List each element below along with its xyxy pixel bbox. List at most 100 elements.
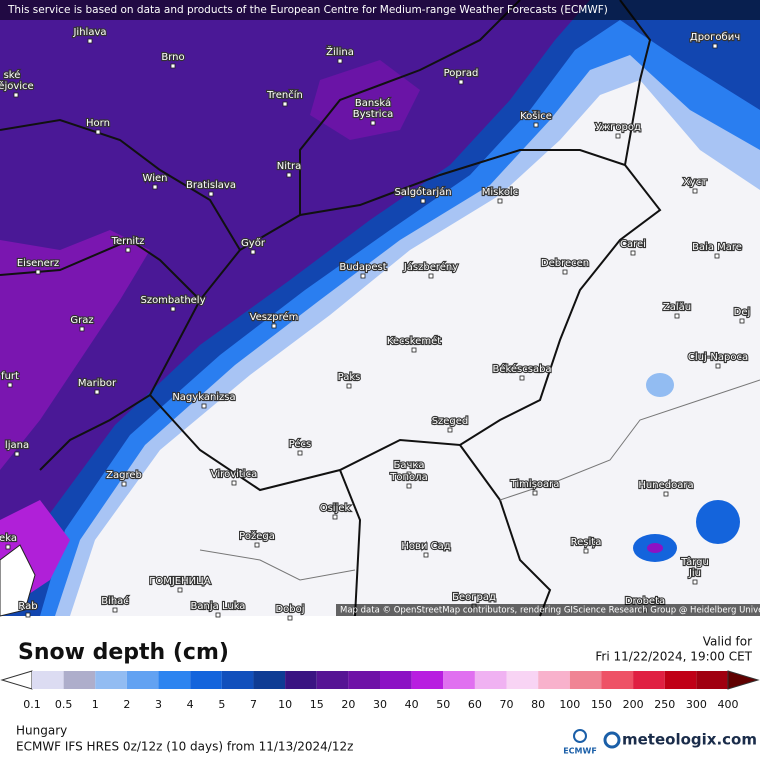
legend-swatch [664, 671, 697, 689]
city-marker [692, 579, 698, 585]
legend-swatch [696, 671, 728, 689]
city-label: Wien [143, 173, 168, 184]
legend-swatch [538, 671, 570, 689]
city-label: Бачка [393, 460, 424, 471]
legend-swatch [316, 671, 349, 689]
city-marker [125, 247, 131, 253]
title: Snow depth (cm) [18, 640, 229, 665]
city-marker [663, 491, 669, 497]
city-marker [250, 249, 256, 255]
city-marker [94, 389, 100, 395]
legend-arrow [0, 670, 33, 690]
city-marker [7, 382, 13, 388]
model: ECMWF IFS HRES 0z/12z (10 days) from 11/… [16, 740, 353, 754]
city-marker [35, 269, 41, 275]
legend-label: 4 [187, 698, 194, 711]
city-marker [14, 451, 20, 457]
city-label: Bystrica [353, 109, 393, 120]
city-marker [447, 427, 453, 433]
city-marker [406, 483, 412, 489]
city-label: Budapest [339, 262, 386, 273]
city-label: Brno [161, 52, 184, 63]
city-marker [9, 81, 15, 87]
legend-swatch [253, 671, 286, 689]
city-marker [271, 323, 277, 329]
snow-violet [0, 230, 150, 470]
city-marker [674, 313, 680, 319]
border-hungary [148, 149, 662, 492]
city-label: Bratislava [186, 180, 236, 191]
city-label: Rab [18, 601, 37, 612]
legend-label: 0.1 [23, 698, 41, 711]
city-marker [583, 548, 589, 554]
city-label: Ternitz [111, 236, 145, 247]
attribution: Map data © OpenStreetMap contributors, r… [340, 606, 760, 616]
valid-label: Valid for [703, 635, 752, 649]
legend: 0.1 0.5 1 2 3 4 5 7 10 15 20 30 40 50 60 70 80 100 150 200 2… [0, 670, 760, 711]
legend-label: 7 [250, 698, 257, 711]
attribution-background [336, 604, 760, 616]
city-label: Košice [520, 110, 552, 122]
city-marker [370, 109, 376, 115]
city-label: Pécs [289, 438, 312, 450]
city-label: Maribor [78, 378, 117, 389]
city-marker [201, 403, 207, 409]
city-label: Virovitica [211, 469, 257, 480]
city-marker [406, 471, 412, 477]
city-marker [254, 542, 260, 548]
legend-label: 30 [373, 698, 387, 711]
city-label: Nitra [277, 161, 301, 172]
city-marker [231, 480, 237, 486]
city-label: Szombathely [140, 295, 205, 306]
snow-patch [696, 500, 740, 544]
city-marker [13, 92, 19, 98]
legend-arrow [727, 670, 760, 690]
legend-label: 60 [468, 698, 482, 711]
legend-swatch [221, 671, 254, 689]
legend-label: 70 [500, 698, 514, 711]
city-label: Požega [239, 530, 275, 542]
city-label: Győr [241, 237, 266, 249]
city-marker [458, 79, 464, 85]
snow-patch [646, 373, 674, 397]
legend-label: 150 [591, 698, 612, 711]
city-marker [420, 198, 426, 204]
legend-label: 40 [405, 698, 419, 711]
city-marker [715, 363, 721, 369]
city-marker [615, 133, 621, 139]
city-label: Doboj [275, 604, 304, 615]
city-label: Osijek [320, 503, 351, 514]
legend-label: 20 [341, 698, 355, 711]
city-marker [87, 38, 93, 44]
legend-label: 200 [623, 698, 644, 711]
region: Hungary [16, 724, 67, 738]
city-label: Nagykanizsa [172, 392, 235, 403]
city-label: Zalău [663, 302, 691, 313]
city-marker [282, 101, 288, 107]
map: Jihlava Brno Žilina Poprad Дрогобич skéějovic… [0, 0, 760, 621]
city-marker [346, 383, 352, 389]
city-label: Horn [86, 118, 110, 129]
city-marker [152, 184, 158, 190]
legend-label: 400 [718, 698, 739, 711]
city-label: Топола [389, 472, 427, 483]
legend-label: 0.5 [55, 698, 73, 711]
city-marker [208, 191, 214, 197]
city-marker [215, 612, 221, 618]
legend-label: 5 [218, 698, 225, 711]
legend-swatch [569, 671, 602, 689]
city-marker [170, 306, 176, 312]
city-marker [714, 253, 720, 259]
city-label: ské [4, 69, 21, 81]
legend-swatch [190, 671, 222, 689]
city-marker [428, 273, 434, 279]
city-marker [112, 607, 118, 613]
city-label: Békéscsaba [492, 363, 551, 375]
city-label: Нови Сад [401, 541, 450, 552]
city-label: Bihać [101, 595, 129, 607]
city-marker [630, 250, 636, 256]
logo-ecmwf: ECMWF [563, 747, 597, 756]
city-label: Debrecen [541, 258, 589, 269]
logo-brand: meteologix.com [622, 731, 757, 749]
